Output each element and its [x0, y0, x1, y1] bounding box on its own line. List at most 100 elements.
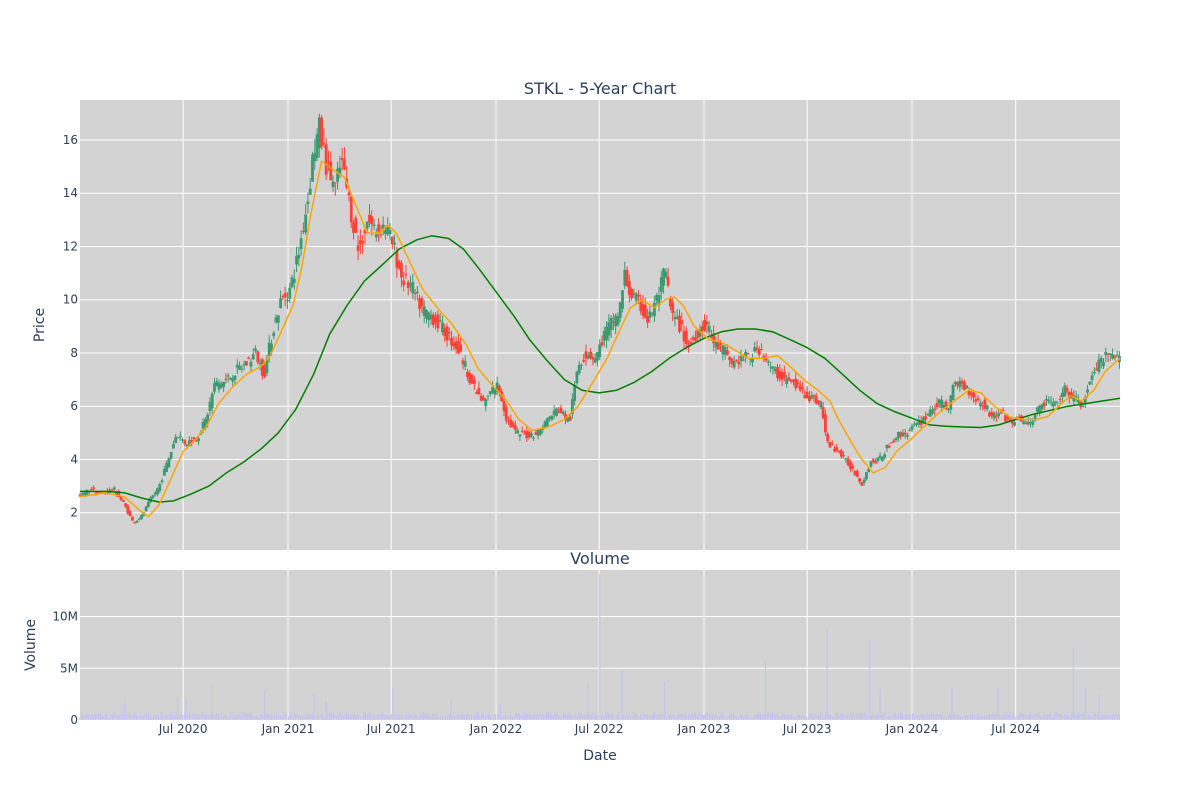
volume-bar — [260, 714, 262, 720]
volume-bar — [752, 716, 755, 720]
candle-body — [885, 444, 889, 449]
candle-body — [855, 470, 859, 477]
candle-body — [133, 522, 137, 524]
candle-body — [700, 326, 704, 332]
volume-bar — [170, 712, 172, 720]
volume-bar — [484, 716, 486, 720]
volume-bar — [718, 716, 720, 720]
volume-bar — [411, 715, 413, 720]
candle-body — [559, 407, 563, 414]
volume-bar — [954, 715, 956, 720]
volume-bar — [703, 714, 705, 720]
volume-bar — [961, 716, 963, 720]
candle-body — [915, 422, 918, 425]
volume-bar — [402, 716, 404, 720]
volume-bar — [884, 713, 886, 720]
x-tick-label: Jan 2024 — [885, 722, 939, 736]
volume-bar — [918, 715, 921, 720]
candle-body — [217, 382, 221, 390]
volume-bar — [132, 715, 134, 720]
candle-body — [591, 357, 595, 360]
volume-bar — [805, 716, 808, 720]
volume-bar — [354, 715, 356, 720]
candle-body — [555, 408, 558, 416]
candle-body — [406, 281, 410, 289]
candle-body — [1115, 354, 1119, 356]
candle-body — [1010, 420, 1014, 424]
volume-bar — [269, 715, 271, 720]
candle-body — [994, 415, 998, 417]
volume-bar — [658, 713, 661, 720]
volume-bar — [1118, 714, 1121, 720]
candle-body — [935, 403, 939, 407]
volume-bar — [593, 715, 596, 720]
volume-bar — [197, 714, 199, 720]
volume-bar — [976, 712, 979, 720]
candle-body — [254, 348, 257, 351]
candle-body — [960, 381, 964, 384]
volume-bar — [722, 712, 724, 720]
volume-bar — [761, 714, 763, 720]
volume-bar — [185, 699, 187, 720]
volume-bar — [346, 712, 348, 720]
volume-bar — [980, 715, 982, 720]
volume-bar — [453, 716, 455, 720]
candle-body — [698, 329, 702, 337]
volume-bar — [997, 687, 999, 720]
candle-body — [1108, 353, 1112, 355]
volume-bar — [522, 712, 524, 720]
volume-bar — [1077, 713, 1079, 720]
candle-body — [714, 341, 718, 348]
candle-body — [190, 439, 194, 444]
volume-bar — [494, 713, 497, 720]
volume-bar — [1101, 714, 1103, 720]
volume-bar — [862, 713, 864, 720]
volume-bar — [520, 714, 522, 720]
volume-bar — [359, 715, 361, 720]
volume-bar — [257, 716, 259, 720]
candle-body — [1033, 414, 1037, 421]
volume-bar — [588, 712, 591, 720]
volume-bar — [735, 715, 738, 720]
volume-bar — [325, 701, 327, 720]
volume-bar — [843, 715, 845, 720]
volume-bar — [511, 716, 514, 720]
candle-body — [404, 274, 408, 276]
volume-bar — [982, 716, 984, 720]
volume-bar — [624, 716, 626, 720]
volume-bar — [544, 713, 546, 720]
candle-body — [874, 461, 877, 464]
price-y-tick-label: 12 — [63, 239, 78, 253]
volume-bar — [1070, 712, 1073, 720]
x-tick-label: Jul 2023 — [782, 722, 832, 736]
candle-body — [208, 401, 212, 411]
volume-bar — [1086, 715, 1088, 720]
candle-body — [1074, 396, 1078, 398]
volume-bar — [445, 716, 447, 720]
candle-body — [456, 340, 460, 353]
volume-bar — [469, 715, 471, 720]
candle-body — [1026, 421, 1030, 425]
candle-body — [178, 435, 182, 437]
volume-bar — [811, 712, 813, 720]
candle-body — [158, 484, 162, 491]
candle-body — [773, 368, 777, 372]
candle-body — [281, 295, 285, 297]
candle-body — [258, 362, 262, 364]
candle-body — [812, 394, 816, 397]
candle-body — [1104, 351, 1108, 356]
volume-bar — [405, 714, 408, 720]
volume-bar — [686, 716, 688, 720]
volume-bar — [122, 713, 124, 720]
candle-body — [1024, 423, 1028, 425]
candle-body — [206, 414, 210, 424]
candle-body — [470, 375, 474, 384]
candle-body — [573, 385, 577, 401]
volume-bar — [780, 716, 782, 720]
candle-body — [862, 479, 866, 483]
volume-bar — [717, 716, 719, 720]
volume-bar — [123, 701, 126, 720]
volume-chart-title: Volume — [570, 549, 630, 568]
candle-body — [304, 214, 308, 233]
volume-bar — [561, 715, 563, 720]
